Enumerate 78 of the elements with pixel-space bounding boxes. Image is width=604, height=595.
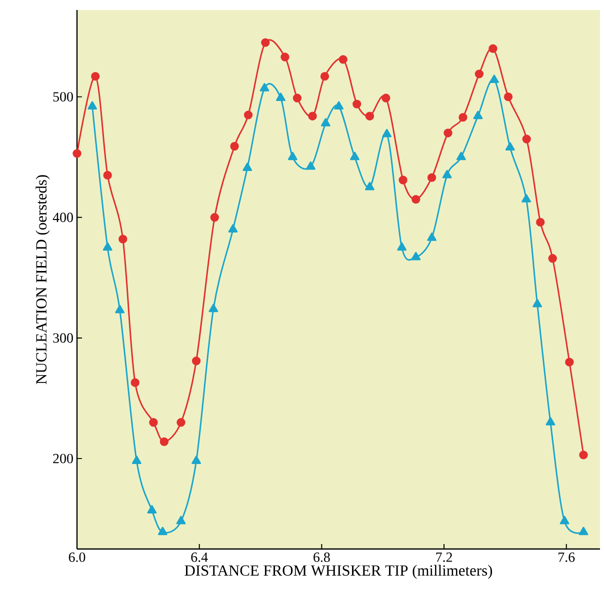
point [72,149,82,158]
point [456,152,466,160]
point [548,254,557,263]
point [192,356,201,366]
point [102,242,112,251]
point [442,170,452,178]
point [546,417,556,426]
point [261,38,270,47]
point [536,218,545,227]
point [320,72,330,81]
point [192,456,201,464]
point [208,304,218,312]
point [560,516,570,524]
point [149,418,158,427]
point [292,94,302,102]
point [88,101,98,110]
point [444,128,452,138]
point [210,213,219,222]
point [132,456,142,464]
point [158,526,168,536]
point [228,224,238,232]
point [398,176,408,184]
point [412,194,420,204]
point [489,74,499,83]
x-axis-title: DISTANCE FROM WHISKER TIP (millimeters) [184,564,492,579]
point [504,92,513,102]
x-tick-label: 6.4 [191,552,208,562]
point [522,134,531,144]
point [306,161,316,170]
point [242,162,252,171]
y-tick-label: 300 [53,333,73,343]
y-tick-label: 400 [52,212,73,222]
point [130,378,140,387]
point [320,118,330,126]
x-tick-label: 7.6 [558,552,575,562]
y-axis-title: NUCLEATION FIELD (oersteds) [36,175,50,384]
point [427,173,436,182]
point [397,242,407,251]
point [532,298,542,308]
point [260,83,270,92]
y-tick-label: 200 [53,454,73,464]
point [411,252,421,260]
point [505,142,515,150]
x-tick-label: 6.0 [68,552,86,562]
point [244,110,253,120]
point [103,170,112,180]
point [565,358,574,366]
point [115,304,125,314]
x-tick-label: 6.8 [314,552,330,562]
point [91,72,100,81]
point [458,112,468,122]
point [364,182,374,190]
point [334,101,344,110]
point [382,128,392,138]
point [147,505,157,514]
point [160,437,169,446]
point [488,44,498,53]
point [382,94,390,102]
point [365,112,374,120]
point [280,52,290,62]
point [578,526,588,536]
point [352,100,362,108]
point [308,112,317,120]
point [473,110,483,120]
point [522,194,532,202]
point [474,70,484,78]
point [579,450,588,460]
point [276,92,286,102]
point [288,152,298,160]
x-tick-label: 7.2 [436,552,452,562]
point [427,232,437,241]
point [338,55,348,64]
point [176,418,186,427]
point [176,516,186,524]
point [350,152,360,160]
point [230,142,239,151]
point [118,234,128,244]
y-tick-label: 500 [53,92,73,102]
